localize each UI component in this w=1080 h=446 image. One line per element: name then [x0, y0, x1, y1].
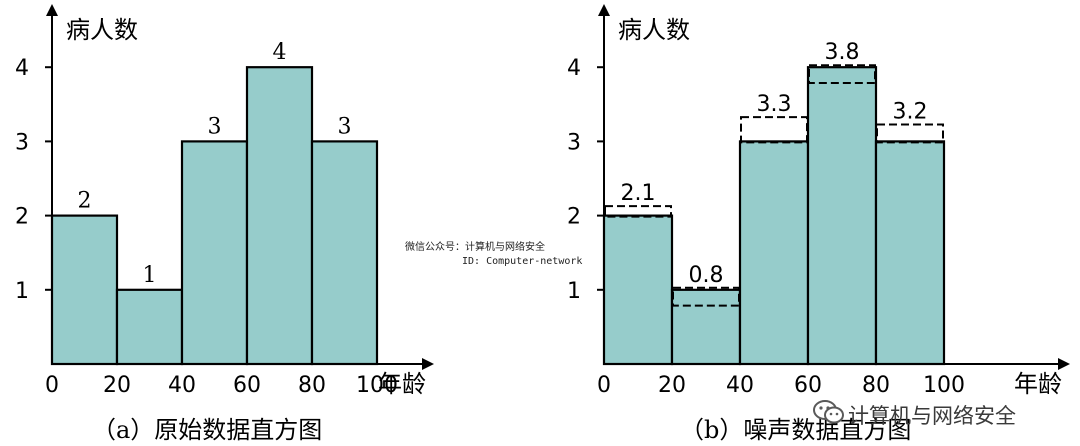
- chart2-noise-box: [808, 64, 876, 85]
- chart1-y-axis-title: 病人数: [66, 16, 138, 44]
- watermark-brand-text: 计算机与网络安全: [848, 404, 1016, 428]
- chart1-bar: [180, 140, 249, 366]
- chart2-bar: [602, 214, 674, 366]
- chart2-value-label: 0.8: [689, 263, 724, 288]
- watermark-line1: 微信公众号：计算机与网络安全: [405, 242, 545, 253]
- chart2-y-tick-label: 3: [567, 130, 581, 155]
- chart2-x-axis-title: 年龄: [1014, 370, 1062, 398]
- chart1-value-label: 3: [338, 114, 352, 139]
- chart2-value-label: 3.2: [893, 100, 928, 125]
- chart1-caption: （a）原始数据直方图: [92, 416, 322, 444]
- chart2-noise-box: [672, 286, 740, 307]
- chart2-noise-box: [876, 123, 944, 144]
- chart2-x-tick-label: 100: [923, 373, 965, 398]
- chart2-bar: [738, 140, 810, 366]
- chart2-x-tick-label: 0: [597, 373, 611, 398]
- chart2-value-label: 3.3: [757, 92, 792, 117]
- chart1-x-tick-label: 20: [103, 373, 131, 398]
- chart2-x-tick-label: 80: [862, 373, 890, 398]
- chart1-bar: [245, 66, 314, 366]
- chart1-x-tick-label: 0: [45, 373, 59, 398]
- chart2-y-axis-title: 病人数: [618, 16, 690, 44]
- chart1-bar: [310, 140, 379, 366]
- chart2-bar: [806, 66, 878, 366]
- chart1-x-axis-title: 年龄: [378, 370, 426, 398]
- watermark-brand: [812, 398, 846, 430]
- chart2-value-label: 3.8: [825, 40, 860, 65]
- chart2-y-tick-label: 1: [567, 279, 581, 304]
- chart2-x-tick-label: 40: [726, 373, 754, 398]
- chart1-x-tick-label: 40: [168, 373, 196, 398]
- chart2-y-tick-label: 2: [567, 205, 581, 230]
- chart1-value-label: 1: [143, 263, 157, 288]
- chart1-y-tick-label: 4: [15, 56, 29, 81]
- chart2-caption: （b）噪声数据直方图: [680, 416, 911, 444]
- chart1-x-tick-label: 100: [356, 373, 398, 398]
- chart2-y-tick-label: 4: [567, 56, 581, 81]
- chart2-value-label: 2.1: [621, 181, 656, 206]
- watermark-line2: ID: Computer-network: [462, 256, 583, 267]
- chart1-value-label: 3: [208, 114, 222, 139]
- chart2-x-tick-label: 60: [794, 373, 822, 398]
- chart2-noise-box: [740, 116, 808, 144]
- chart1-x-tick-label: 80: [298, 373, 326, 398]
- wechat-icon: [813, 400, 844, 424]
- chart1-y-tick-label: 2: [15, 205, 29, 230]
- chart2-bar: [874, 140, 946, 366]
- chart1-x-tick-label: 60: [233, 373, 261, 398]
- chart1-bar: [115, 288, 184, 366]
- chart1-y-tick-label: 3: [15, 130, 29, 155]
- chart1-value-label: 2: [78, 189, 92, 214]
- chart2-bar: [670, 288, 742, 366]
- chart1-value-label: 4: [273, 40, 287, 65]
- chart2-x-tick-label: 20: [658, 373, 686, 398]
- chart1-y-tick-label: 1: [15, 279, 29, 304]
- chart1-bar: [50, 214, 119, 366]
